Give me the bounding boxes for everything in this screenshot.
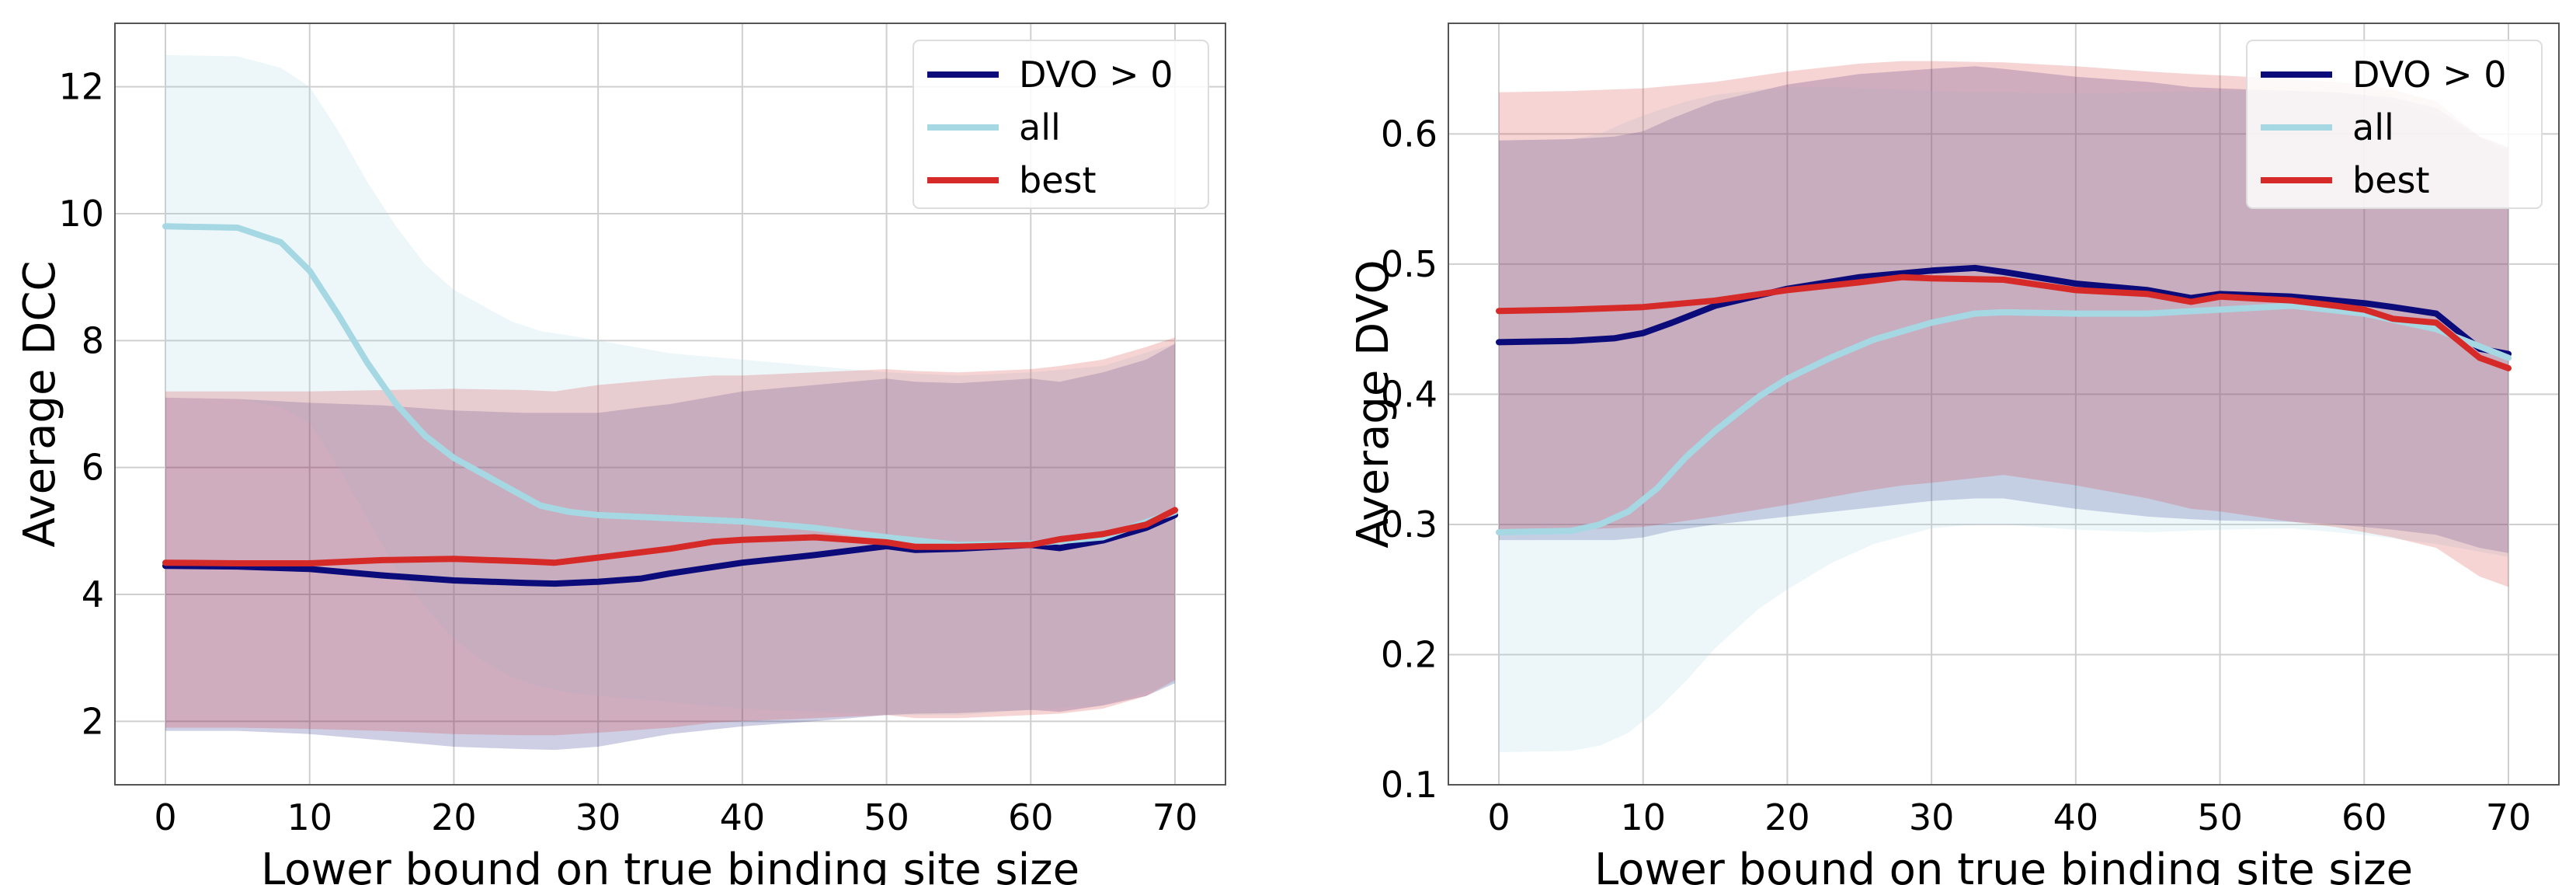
x-tick-label: 10 [1620,796,1666,838]
series-lines [1496,264,2512,535]
x-tick-label: 0 [154,796,176,838]
y-axis-label: Average DCC [15,260,65,547]
y-tick-label: 6 [82,447,104,489]
y-tick-label: 0.6 [1381,113,1437,155]
y-tick-label: 0.3 [1381,503,1437,545]
x-tick-label: 0 [1487,796,1510,838]
x-tick-label: 30 [575,796,621,838]
y-tick-label: 0.5 [1381,243,1437,285]
band-best [165,337,1175,736]
plot-frame [1448,23,2560,786]
series-line-all [162,223,1178,549]
x-tick-label: 70 [1152,796,1198,838]
legend-label: best [1019,159,1097,201]
legend-box [913,40,1209,209]
series-line-dvo-0 [162,511,1178,587]
series-line-best [162,507,1178,566]
y-tick-label: 0.1 [1381,764,1437,806]
x-axis-label: Lower bound on true binding site size [1594,845,2413,885]
y-tick-label: 2 [82,700,104,742]
series-lines [162,223,1178,587]
x-tick-label: 20 [431,796,477,838]
tick-labels: 0 10 20 30 40 50 60 70 0.1 0.2 0.3 0.4 0.5 0.6 [1381,113,2531,838]
panel-average-dvo: 0 10 20 30 40 50 60 70 0.1 0.2 0.3 0.4 0.5 0.6 Lower … [1348,23,2560,885]
x-tick-label: 60 [1008,796,1054,838]
x-tick-label: 70 [2486,796,2532,838]
legend-label: DVO > 0 [1019,54,1173,96]
plot-frame [114,23,1226,786]
tick-labels: 0 10 20 30 40 50 60 70 2 4 6 8 10 12 [58,66,1198,838]
x-axis-label: Lower bound on true binding site size [261,845,1079,885]
legend: DVO > 0 all best [913,40,1209,209]
legend-box [2246,40,2543,209]
x-tick-label: 40 [720,796,766,838]
legend-label: best [2352,159,2430,201]
y-tick-label: 10 [58,193,104,235]
x-tick-label: 60 [2341,796,2387,838]
series-line-best [1496,274,2512,371]
x-tick-label: 20 [1764,796,1810,838]
y-tick-label: 0.4 [1381,373,1437,415]
x-tick-label: 30 [1909,796,1955,838]
y-tick-label: 4 [82,573,104,615]
legend-label: all [1019,106,1061,148]
legend-label: DVO > 0 [2352,54,2507,96]
series-line-all [1496,302,2512,535]
y-tick-label: 12 [58,66,104,108]
legend-label: all [2352,106,2394,148]
y-axis-label: Average DVO [1348,260,1399,548]
x-tick-label: 10 [287,796,332,838]
x-tick-label: 50 [2197,796,2243,838]
x-tick-label: 40 [2053,796,2099,838]
legend: DVO > 0 all best [2246,40,2543,209]
panel-average-dcc: 0 10 20 30 40 50 60 70 2 4 6 8 10 12 Lower bound on t… [15,23,1226,885]
band-all [1499,87,2508,753]
series-line-dvo-0 [1496,264,2512,357]
y-tick-label: 0.2 [1381,633,1437,675]
y-tick-label: 8 [82,319,104,361]
x-tick-label: 50 [864,796,909,838]
